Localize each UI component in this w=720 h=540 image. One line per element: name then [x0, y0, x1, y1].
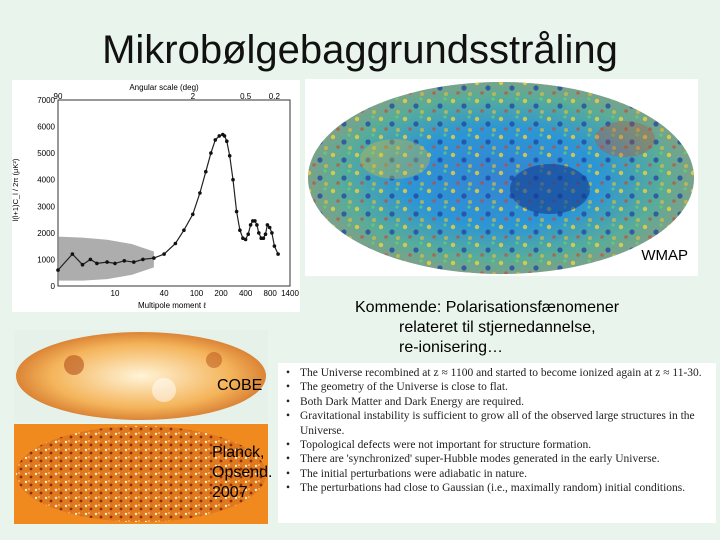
data-point — [95, 261, 99, 266]
y-tick-label: 5000 — [37, 149, 55, 158]
planck-map-svg — [14, 424, 268, 524]
y-tick-label: 4000 — [37, 176, 55, 185]
data-point — [253, 219, 257, 223]
data-point — [265, 223, 270, 227]
data-point — [141, 257, 145, 262]
y-tick-label: 2000 — [37, 229, 55, 238]
conclusion-item: Both Dark Matter and Dark Energy are req… — [286, 395, 714, 410]
wmap-sky-map — [308, 82, 694, 274]
cobe-map-svg — [14, 330, 268, 422]
data-point — [225, 139, 229, 143]
x-tick-label: 400 — [239, 289, 253, 298]
y-tick-label: 1000 — [37, 255, 55, 264]
data-point — [238, 228, 242, 232]
planck-label: Planck, Opsend. 2007 — [212, 443, 272, 503]
power-spectrum-svg: Angular scale (deg) Multipole moment ℓ l… — [12, 83, 299, 310]
data-point — [263, 232, 268, 236]
conclusion-item: Gravitational instability is sufficient … — [286, 409, 714, 438]
data-point — [209, 151, 213, 155]
wmap-label: WMAP — [641, 247, 688, 264]
data-point — [217, 134, 222, 138]
data-point — [267, 225, 272, 230]
data-point — [257, 231, 261, 235]
data-point — [246, 232, 250, 236]
data-point — [243, 237, 248, 242]
data-point — [255, 223, 259, 227]
conclusion-item: The geometry of the Universe is close to… — [286, 380, 714, 395]
x-tick-label: 800 — [264, 289, 278, 298]
x-tick-label: 100 — [190, 289, 204, 298]
data-point — [204, 169, 208, 174]
plot-title: Angular scale (deg) — [129, 83, 199, 92]
data-point — [132, 260, 136, 264]
data-point — [56, 268, 60, 272]
data-point — [222, 134, 227, 138]
planck-sky-map — [14, 424, 268, 524]
planck-line-1: Planck, — [212, 444, 265, 461]
data-point — [173, 241, 178, 246]
data-point — [270, 231, 274, 235]
upcoming-line-3: re-ionisering… — [399, 339, 504, 356]
data-point — [88, 257, 93, 262]
data-point — [182, 228, 186, 232]
conclusion-item: The perturbations had close to Gaussian … — [286, 481, 714, 496]
x-tick-label: 40 — [160, 289, 169, 298]
plot-frame — [57, 99, 291, 287]
top-tick-label: 90 — [54, 92, 63, 101]
slide-title: Mikrobølgebaggrundsstråling — [102, 28, 618, 72]
data-point — [276, 252, 280, 256]
data-point — [227, 154, 232, 158]
x-tick-label: 200 — [214, 289, 228, 298]
conclusions-box: The Universe recombined at z ≈ 1100 and … — [278, 363, 716, 523]
y-tick-label: 7000 — [37, 96, 55, 105]
conclusion-item: The Universe recombined at z ≈ 1100 and … — [286, 366, 714, 381]
data-point — [162, 252, 166, 256]
upcoming-line-2: relateret til stjernedannelse, — [399, 319, 596, 336]
conclusions-list: The Universe recombined at z ≈ 1100 and … — [278, 363, 716, 496]
data-point — [191, 212, 195, 217]
data-point — [231, 177, 235, 182]
y-tick-label: 3000 — [37, 202, 55, 211]
upcoming-line-1: Kommende: Polarisationsfænomener — [355, 299, 620, 316]
data-point — [213, 138, 218, 142]
data-point — [241, 236, 245, 240]
cobe-label: COBE — [217, 377, 263, 394]
data-point — [198, 191, 202, 195]
conclusion-item: Topological defects were not important f… — [286, 438, 714, 453]
data-point — [105, 260, 109, 264]
data-point — [234, 209, 239, 214]
top-tick-label: 2 — [191, 92, 196, 101]
data-point — [152, 256, 156, 260]
x-tick-label: 1400 — [281, 289, 299, 298]
planck-line-3: 2007 — [212, 484, 248, 501]
planck-line-2: Opsend. — [212, 464, 273, 481]
top-tick-label: 0.5 — [240, 92, 252, 101]
power-spectrum-plot: Angular scale (deg) Multipole moment ℓ l… — [12, 80, 300, 312]
conclusion-item: The initial perturbations were adiabatic… — [286, 467, 714, 482]
conclusion-item: There are 'synchronized' super-Hubble mo… — [286, 452, 714, 467]
plot-xlabel: Multipole moment ℓ — [138, 301, 206, 310]
top-tick-label: 0.2 — [269, 92, 281, 101]
y-tick-label: 6000 — [37, 123, 55, 132]
data-point — [272, 244, 277, 248]
data-point — [261, 236, 266, 240]
cosmic-variance-band — [58, 236, 154, 281]
cobe-sky-map — [14, 330, 268, 422]
data-point — [122, 259, 127, 263]
x-tick-label: 10 — [111, 289, 120, 298]
data-point — [113, 261, 117, 266]
wmap-panel: WMAP — [305, 79, 698, 276]
data-point — [248, 223, 253, 227]
data-point — [80, 262, 85, 267]
y-tick-label: 0 — [51, 282, 56, 291]
plot-ylabel: l(l+1)C_l / 2π (μK²) — [12, 158, 20, 221]
data-point — [70, 252, 75, 256]
upcoming-text: Kommende: Polarisationsfænomener relater… — [355, 298, 695, 358]
